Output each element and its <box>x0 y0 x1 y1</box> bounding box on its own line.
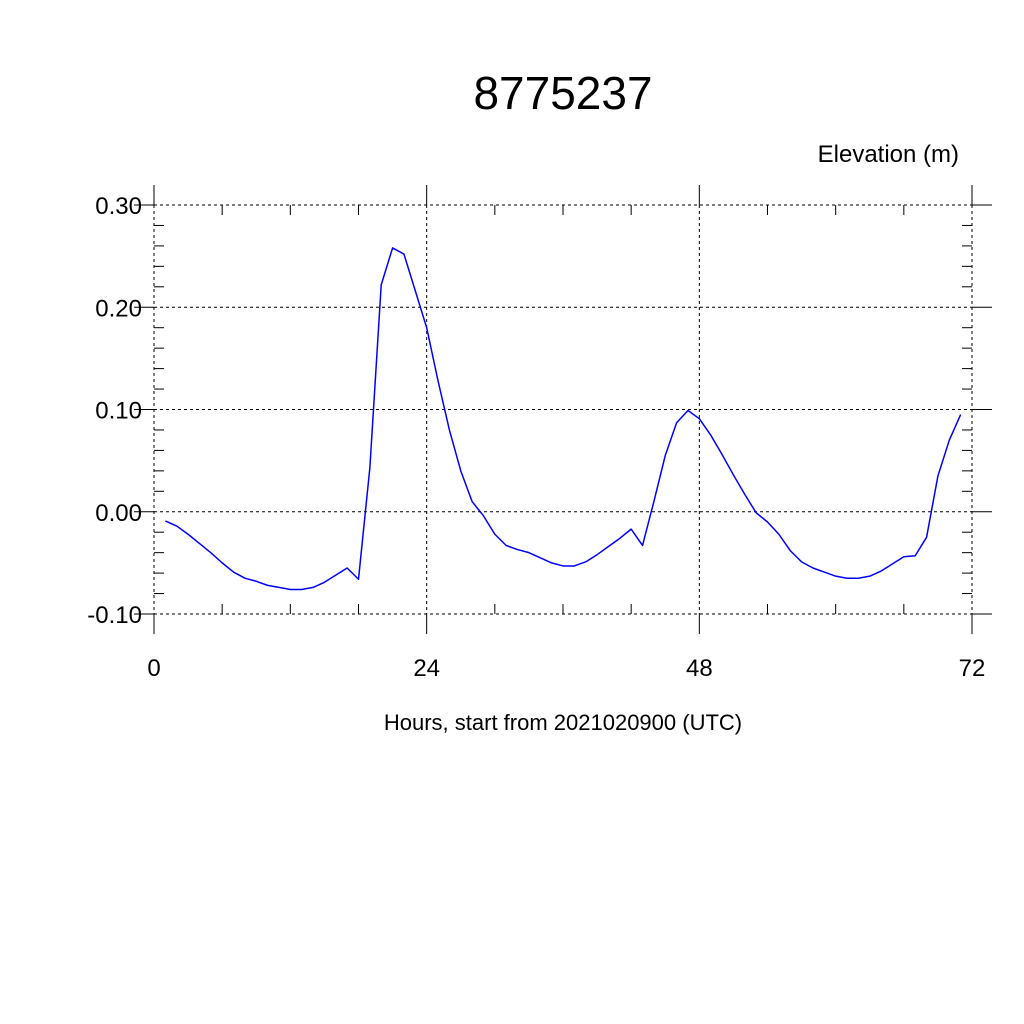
x-tick-labels: 0 24 48 72 <box>147 655 985 682</box>
x-tick-label: 0 <box>147 655 160 682</box>
y-tick-labels: -0.10 0.00 0.10 0.20 0.30 <box>87 193 142 629</box>
x-axis-label: Hours, start from 2021020900 (UTC) <box>384 710 742 735</box>
x-tick-label: 48 <box>686 655 713 682</box>
y-axis-label: Elevation (m) <box>818 141 959 168</box>
series-layer <box>165 247 962 591</box>
y-tick-label: 0.30 <box>95 193 142 220</box>
y-tick-label: -0.10 <box>87 602 142 629</box>
x-tick-label: 24 <box>413 655 440 682</box>
minor-ticks <box>154 205 972 614</box>
major-ticks <box>134 185 992 634</box>
y-tick-label: 0.00 <box>95 500 142 527</box>
chart-title: 8775237 <box>473 67 652 119</box>
grid-lines <box>153 204 973 615</box>
x-tick-label: 72 <box>959 655 986 682</box>
y-tick-label: 0.20 <box>95 295 142 322</box>
y-tick-label: 0.10 <box>95 398 142 425</box>
series-line <box>165 247 962 591</box>
